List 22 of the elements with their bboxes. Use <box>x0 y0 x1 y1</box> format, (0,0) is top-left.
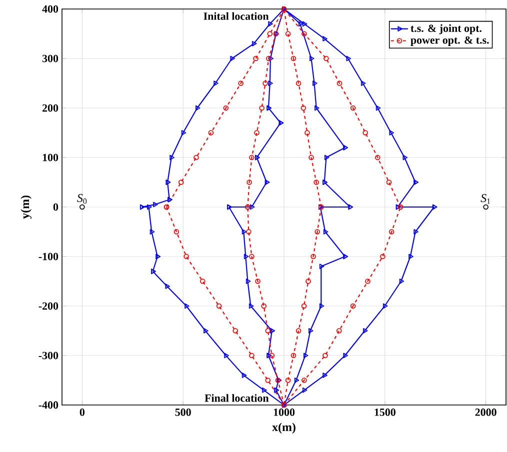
x-tick-label: 500 <box>175 408 191 416</box>
y-tick-label: -200 <box>38 302 58 310</box>
legend-label: power opt. & t.s. <box>410 36 489 46</box>
x-tick-label: 0 <box>80 408 85 416</box>
x-tick-label: 1500 <box>374 408 396 416</box>
y-tick-label: 100 <box>42 154 58 162</box>
y-tick-label: 300 <box>42 54 58 62</box>
legend-label: t.s. & joint opt. <box>410 24 482 34</box>
annotation: S$_{1}$ <box>480 194 490 204</box>
y-tick-label: 400 <box>42 5 58 13</box>
annotation: Inital location <box>204 12 269 20</box>
y-axis-title: y(m) <box>20 196 32 219</box>
x-axis-title: x(m) <box>272 422 296 434</box>
y-tick-label: 0 <box>53 203 58 211</box>
annotation: S$_{0}$ <box>77 194 87 204</box>
x-tick-label: 1000 <box>274 408 295 416</box>
y-tick-label: 200 <box>42 104 58 112</box>
annotation: Final location <box>204 394 269 402</box>
y-tick-label: -400 <box>38 401 58 409</box>
y-tick-label: -300 <box>38 352 58 360</box>
y-tick-label: -100 <box>38 252 58 260</box>
x-tick-label: 2000 <box>475 408 496 416</box>
